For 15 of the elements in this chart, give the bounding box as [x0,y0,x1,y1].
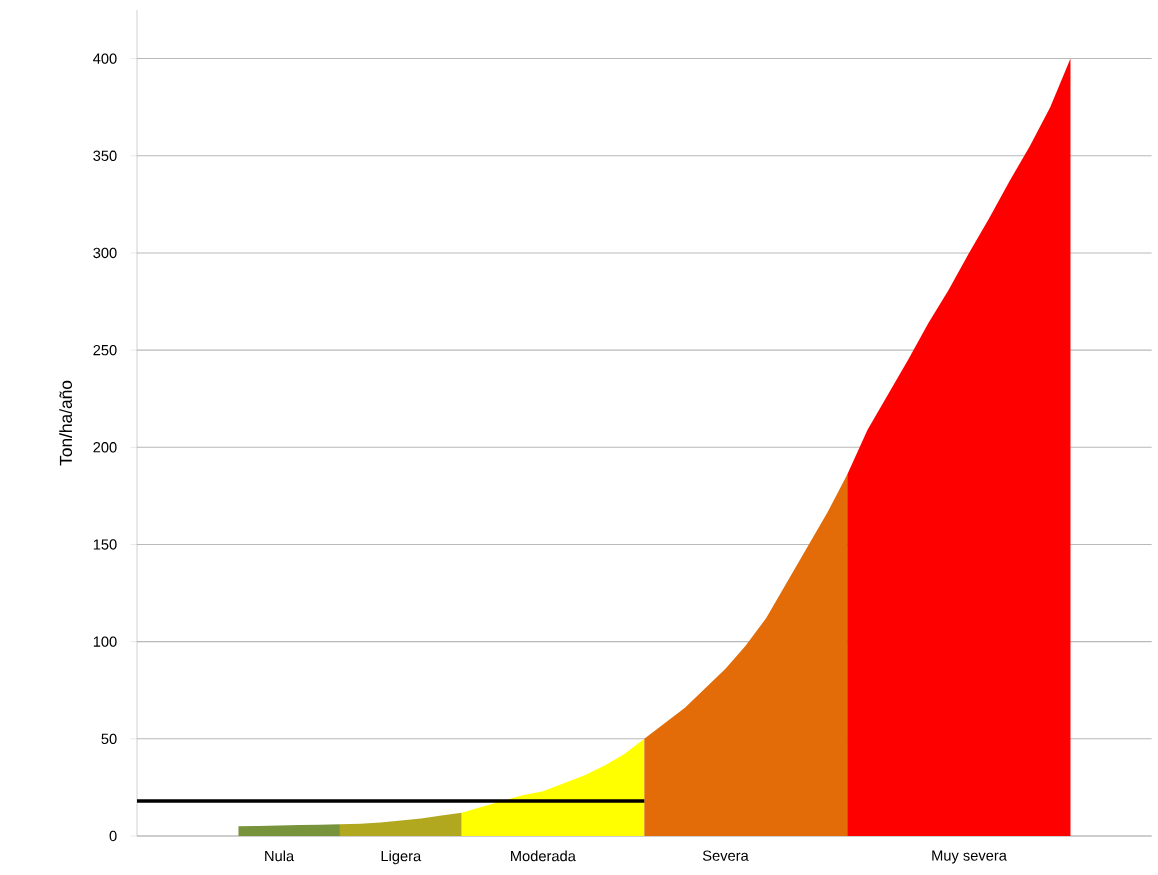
x-tick-label: Nula [265,850,295,862]
x-tick-label: Moderada [511,850,576,862]
y-tick-label: 400 [93,53,117,64]
y-tick-label: 250 [93,344,117,356]
y-tick-label: 150 [93,539,117,550]
x-tick-label: Ligera [381,850,422,865]
y-tick-label: 0 [109,830,117,842]
y-tick-label: 350 [93,150,117,161]
x-tick-label: Muy severa [932,850,1007,864]
y-tick-label: 200 [93,442,117,453]
x-tick-label: Severa [702,850,749,861]
y-axis-title: Ton/ha/año [59,380,72,466]
y-tick-label: 300 [93,247,117,259]
y-tick-label: 100 [93,636,117,647]
y-tick-label: 50 [101,733,117,744]
